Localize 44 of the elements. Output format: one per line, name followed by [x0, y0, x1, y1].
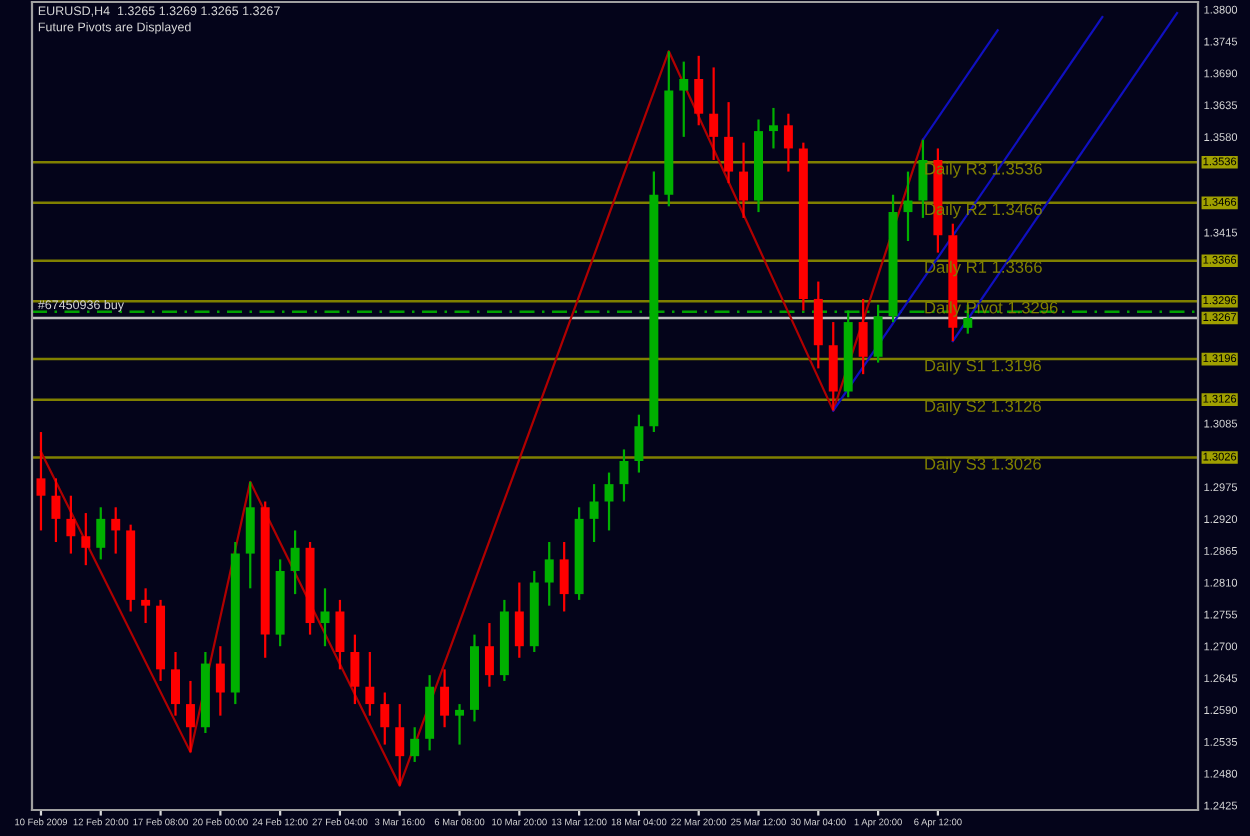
candlestick [694, 54, 704, 127]
candlestick [783, 112, 793, 173]
candlestick [604, 471, 614, 532]
candlestick [544, 540, 554, 607]
candlestick [335, 598, 345, 671]
candlestick [634, 413, 644, 474]
ref-line-label: Daily S1 1.3196 [925, 359, 1041, 375]
candlestick [739, 141, 749, 219]
candlestick [350, 633, 360, 706]
candlestick [440, 668, 450, 729]
candlestick [410, 726, 420, 764]
ref-line-label: Daily S3 1.3026 [925, 457, 1041, 474]
candlestick [813, 280, 823, 370]
candlestick [828, 320, 838, 412]
candlestick [66, 494, 76, 555]
candlestick [141, 587, 151, 625]
candlestick [484, 621, 494, 688]
candlestick [245, 480, 255, 590]
candlestick [215, 645, 225, 717]
candlestick [111, 506, 121, 555]
candlestick [380, 691, 390, 746]
candlestick [320, 587, 330, 648]
candlestick [589, 483, 599, 544]
candlestick [185, 679, 195, 754]
candlestick [709, 66, 719, 162]
candlestick [918, 138, 928, 219]
candlestick [858, 297, 868, 376]
candlestick [81, 511, 91, 567]
candlestick [290, 529, 300, 596]
candlestick [365, 650, 375, 717]
candlestick [768, 106, 778, 150]
candlestick [51, 477, 61, 544]
candlestick [559, 540, 569, 613]
candlestick [724, 101, 734, 185]
candlestick [36, 430, 46, 532]
candlestick [96, 506, 106, 561]
candlestick [395, 702, 405, 787]
line-series [39, 50, 925, 787]
candlestick [171, 650, 180, 717]
candlestick [514, 581, 524, 659]
candlestick [873, 303, 883, 364]
candlestick [455, 702, 465, 746]
candlestick [679, 60, 689, 138]
candlestick [619, 448, 629, 503]
